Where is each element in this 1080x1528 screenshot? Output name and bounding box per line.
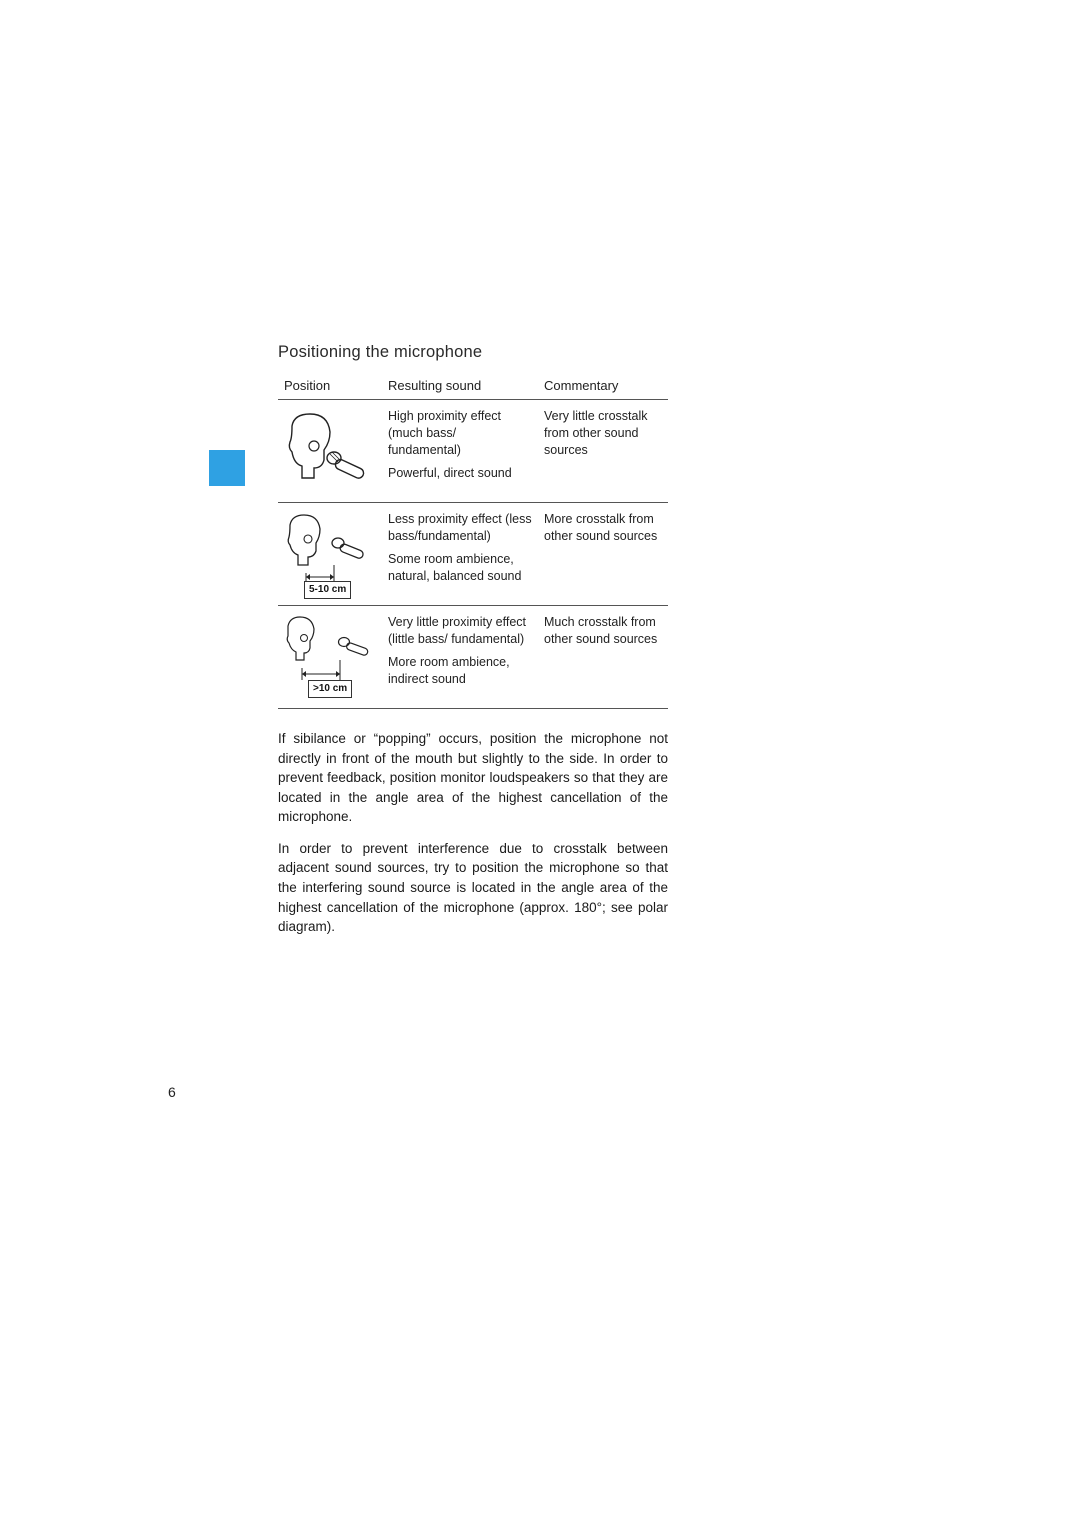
sound-text-2: More room ambience, indirect sound [388,654,532,688]
position-diagram-cell: 5-10 cm [278,503,382,606]
paragraph: In order to prevent interference due to … [278,839,668,937]
position-diagram-cell [278,400,382,503]
table-row: High proximity effect (much bass/ fundam… [278,400,668,503]
diagram-close [284,408,376,494]
sound-cell: Less proximity effect (less bass/fundame… [382,503,538,606]
diagram-far: >10 cm [284,614,376,700]
content-area: Positioning the microphone Position Resu… [278,343,668,949]
position-diagram-cell: >10 cm [278,606,382,709]
distance-label: 5-10 cm [304,581,351,599]
sound-text-2: Some room ambience, natural, balanced so… [388,551,532,585]
commentary-cell: Very little crosstalk from other sound s… [538,400,668,503]
col-header-position: Position [278,374,382,400]
body-text: If sibilance or “popping” occurs, positi… [278,729,668,937]
section-heading: Positioning the microphone [278,343,668,362]
commentary-cell: Much crosstalk from other sound sources [538,606,668,709]
sound-cell: Very little proximity effect (little bas… [382,606,538,709]
table-row: 5-10 cm Less proximity effect (less bass… [278,503,668,606]
table-row: >10 cm Very little proximity effect (lit… [278,606,668,709]
sound-text-1: Less proximity effect (less bass/fundame… [388,511,532,545]
sound-text-1: High proximity effect (much bass/ fundam… [388,408,532,459]
diagram-medium: 5-10 cm [284,511,376,597]
document-page: Positioning the microphone Position Resu… [0,0,1080,1528]
col-header-commentary: Commentary [538,374,668,400]
head-mic-icon [284,408,376,494]
commentary-cell: More crosstalk from other sound sources [538,503,668,606]
section-marker [209,450,245,486]
sound-text-2: Powerful, direct sound [388,465,532,482]
mic-position-table: Position Resulting sound Commentary [278,374,668,709]
table-header-row: Position Resulting sound Commentary [278,374,668,400]
page-number: 6 [168,1084,176,1100]
sound-cell: High proximity effect (much bass/ fundam… [382,400,538,503]
distance-label: >10 cm [308,680,352,698]
col-header-sound: Resulting sound [382,374,538,400]
sound-text-1: Very little proximity effect (little bas… [388,614,532,648]
paragraph: If sibilance or “popping” occurs, positi… [278,729,668,827]
